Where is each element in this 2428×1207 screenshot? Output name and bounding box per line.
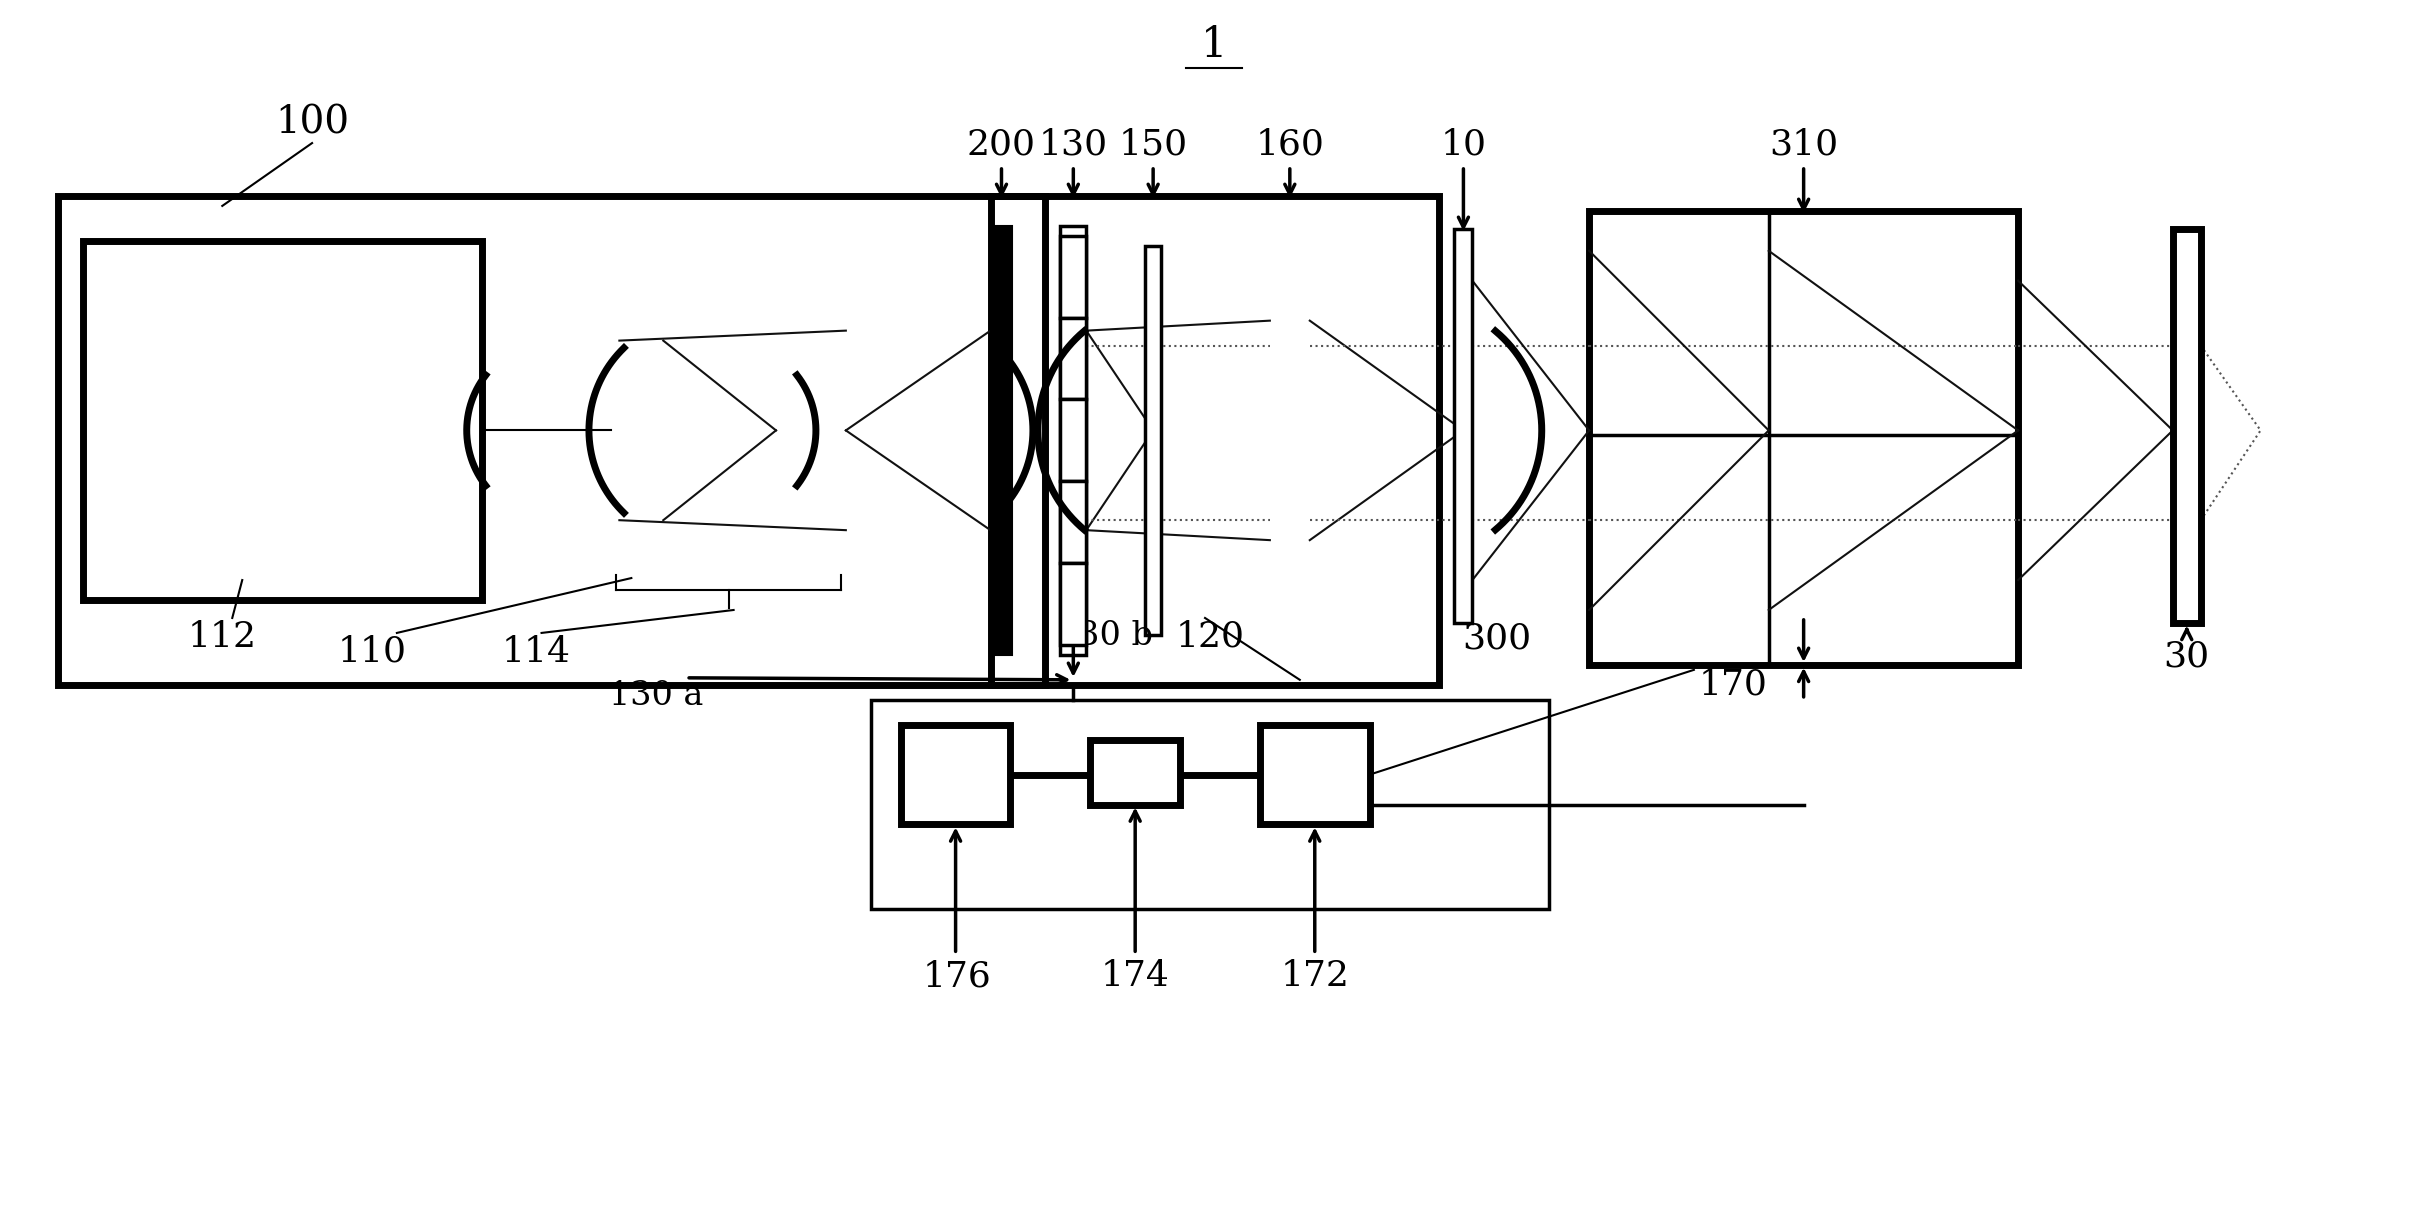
Bar bbox=[1090, 740, 1180, 805]
Bar bbox=[1061, 317, 1085, 400]
Text: 130 a: 130 a bbox=[609, 680, 704, 712]
Text: 130: 130 bbox=[1039, 127, 1107, 161]
Text: 1: 1 bbox=[1202, 24, 1226, 66]
Bar bbox=[83, 241, 481, 600]
Text: 200: 200 bbox=[966, 127, 1037, 161]
Text: 30: 30 bbox=[2163, 640, 2209, 674]
Text: 170: 170 bbox=[1700, 667, 1768, 701]
Text: 10: 10 bbox=[1440, 127, 1486, 161]
Bar bbox=[901, 724, 1010, 824]
Bar bbox=[991, 226, 1012, 655]
Text: 174: 174 bbox=[1100, 960, 1170, 993]
Bar bbox=[1061, 564, 1085, 645]
Text: 112: 112 bbox=[187, 620, 257, 654]
Text: 114: 114 bbox=[503, 635, 571, 669]
Bar bbox=[58, 196, 1046, 684]
Bar bbox=[991, 196, 1440, 684]
Bar bbox=[872, 700, 1549, 909]
Bar bbox=[1454, 229, 1471, 623]
Text: 160: 160 bbox=[1255, 127, 1323, 161]
Text: 100: 100 bbox=[274, 104, 350, 141]
Text: 172: 172 bbox=[1280, 960, 1350, 993]
Bar bbox=[1061, 235, 1085, 317]
Bar bbox=[1061, 226, 1085, 655]
Bar bbox=[1590, 211, 2018, 665]
Text: 120: 120 bbox=[1175, 620, 1246, 654]
Text: 176: 176 bbox=[923, 960, 991, 993]
Text: 310: 310 bbox=[1770, 127, 1838, 161]
Bar bbox=[1260, 724, 1369, 824]
Text: 110: 110 bbox=[337, 635, 405, 669]
Bar bbox=[1146, 246, 1161, 635]
Bar bbox=[1061, 482, 1085, 564]
Text: 150: 150 bbox=[1119, 127, 1187, 161]
Bar bbox=[1061, 400, 1085, 482]
Bar bbox=[2173, 229, 2200, 623]
Text: 300: 300 bbox=[1462, 622, 1532, 655]
Text: 130 b: 130 b bbox=[1056, 620, 1153, 652]
